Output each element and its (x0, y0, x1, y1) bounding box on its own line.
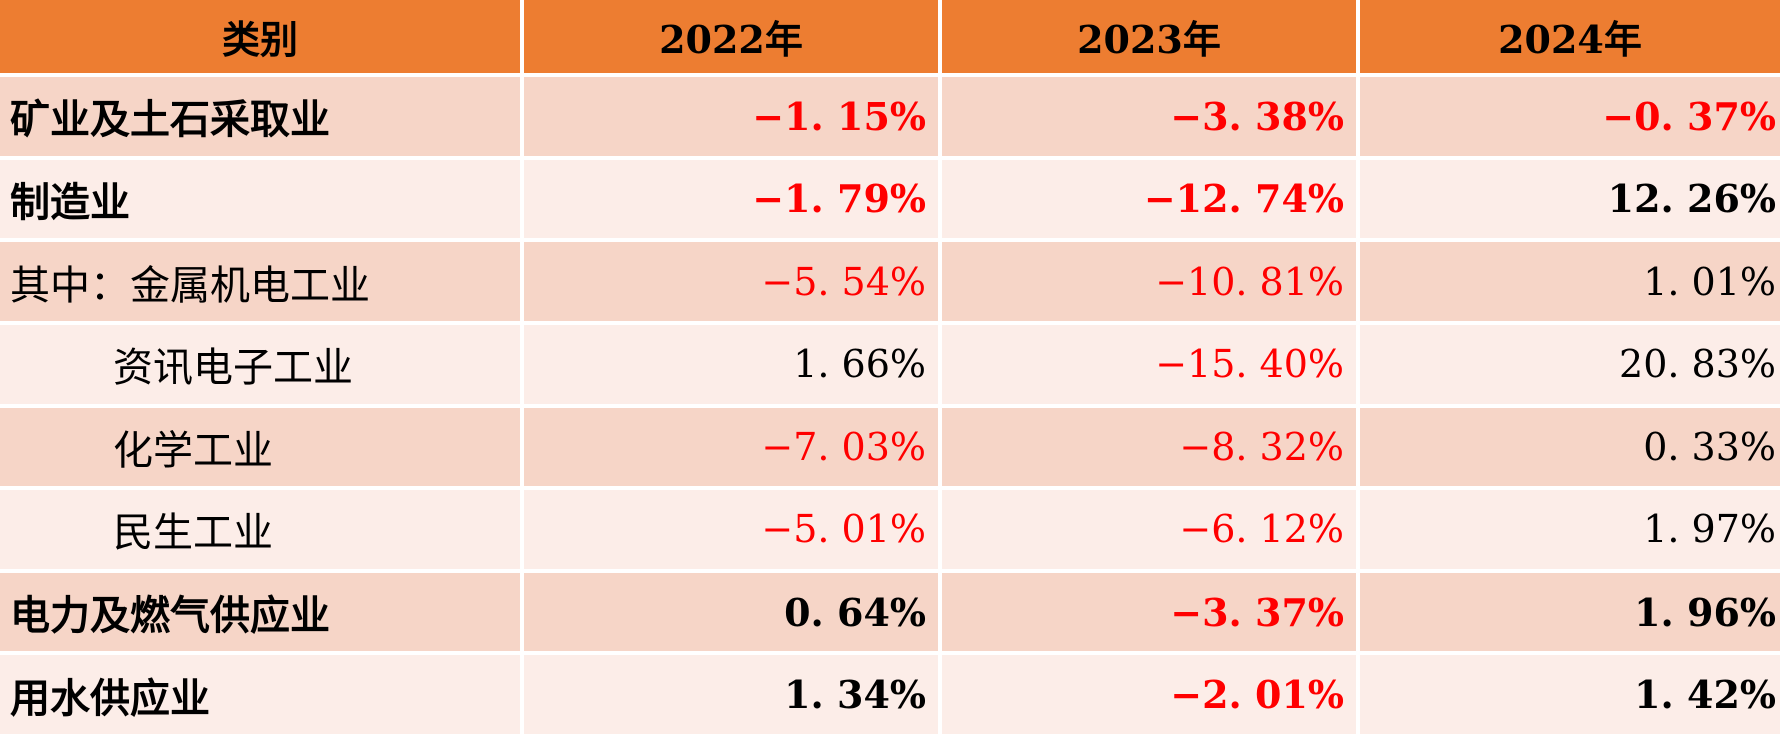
cell-value-2023: −12. 74% (942, 159, 1356, 239)
table-row-livelihood: 民生工业 −5. 01% −6. 12% 1. 97% (0, 490, 1780, 569)
cell-value-2024: −0. 37% (1360, 77, 1780, 156)
cell-value-2024: 1. 96% (1360, 572, 1780, 652)
cell-value-2022: 0. 64% (524, 572, 938, 652)
table-row-water-supply: 用水供应业 1. 34% −2. 01% 1. 42% (0, 655, 1780, 734)
cell-value-2022: −5. 54% (524, 242, 938, 321)
table-row-chemical: 化学工业 −7. 03% −8. 32% 0. 33% (0, 407, 1780, 487)
row-label: 制造业 (0, 159, 520, 239)
cell-value-2023: −3. 38% (942, 77, 1356, 156)
table-row-power-gas: 电力及燃气供应业 0. 64% −3. 37% 1. 96% (0, 572, 1780, 652)
table-header-row: 类别 2022年 2023年 2024年 (0, 0, 1780, 73)
cell-value-2022: −7. 03% (524, 407, 938, 487)
cell-value-2024: 20. 83% (1360, 324, 1780, 404)
cell-value-2024: 1. 01% (1360, 242, 1780, 321)
row-label: 电力及燃气供应业 (0, 572, 520, 652)
row-label: 矿业及土石采取业 (0, 77, 520, 156)
cell-value-2024: 12. 26% (1360, 159, 1780, 239)
cell-value-2022: −1. 15% (524, 77, 938, 156)
cell-value-2022: −5. 01% (524, 490, 938, 569)
column-header-2024: 2024年 (1360, 0, 1780, 73)
cell-value-2023: −3. 37% (942, 572, 1356, 652)
cell-value-2023: −8. 32% (942, 407, 1356, 487)
cell-value-2023: −6. 12% (942, 490, 1356, 569)
table-row-info-electronics: 资讯电子工业 1. 66% −15. 40% 20. 83% (0, 324, 1780, 404)
cell-value-2024: 0. 33% (1360, 407, 1780, 487)
row-label: 民生工业 (0, 490, 520, 569)
cell-value-2023: −2. 01% (942, 655, 1356, 734)
cell-value-2023: −15. 40% (942, 324, 1356, 404)
cell-value-2024: 1. 42% (1360, 655, 1780, 734)
cell-value-2022: −1. 79% (524, 159, 938, 239)
cell-value-2022: 1. 66% (524, 324, 938, 404)
column-header-2022: 2022年 (524, 0, 938, 73)
cell-value-2022: 1. 34% (524, 655, 938, 734)
table-row-manufacturing: 制造业 −1. 79% −12. 74% 12. 26% (0, 159, 1780, 239)
row-label: 化学工业 (0, 407, 520, 487)
row-label: 资讯电子工业 (0, 324, 520, 404)
row-label: 用水供应业 (0, 655, 520, 734)
column-header-2023: 2023年 (942, 0, 1356, 73)
row-label: 其中：金属机电工业 (0, 242, 520, 321)
cell-value-2024: 1. 97% (1360, 490, 1780, 569)
cell-value-2023: −10. 81% (942, 242, 1356, 321)
table-row-mining: 矿业及土石采取业 −1. 15% −3. 38% −0. 37% (0, 77, 1780, 156)
table-row-metal-electrical: 其中：金属机电工业 −5. 54% −10. 81% 1. 01% (0, 242, 1780, 321)
column-header-category: 类别 (0, 0, 520, 73)
